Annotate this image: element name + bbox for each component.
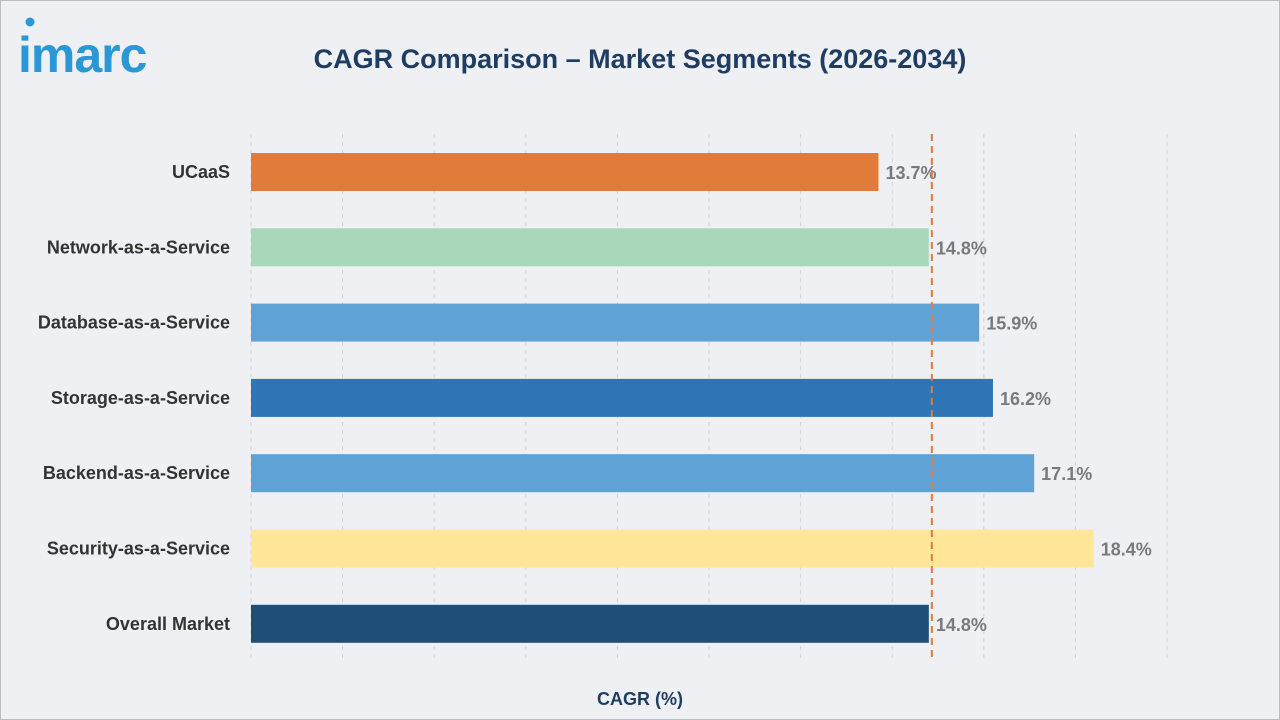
- bar: [251, 454, 1035, 493]
- bar: [251, 303, 980, 342]
- x-axis-title: CAGR (%): [597, 689, 683, 709]
- bar: [251, 604, 929, 643]
- data-label: 16.2%: [1000, 389, 1051, 409]
- data-label: 14.8%: [936, 238, 987, 258]
- category-label: UCaaS: [172, 162, 230, 182]
- data-label: 14.8%: [936, 615, 987, 635]
- category-label: Security-as-a-Service: [47, 539, 230, 559]
- chart-title: CAGR Comparison – Market Segments (2026-…: [0, 44, 1280, 75]
- category-label: Storage-as-a-Service: [51, 388, 230, 408]
- bar: [251, 153, 879, 191]
- data-label: 15.9%: [986, 314, 1037, 334]
- imarc-logo: imarc: [20, 17, 148, 83]
- data-label: 18.4%: [1101, 540, 1152, 560]
- category-label: Network-as-a-Service: [47, 237, 230, 257]
- data-label: 17.1%: [1041, 464, 1092, 484]
- bar: [251, 378, 993, 417]
- chart-title-text: CAGR Comparison – Market Segments (2026-…: [313, 44, 967, 74]
- bar: [251, 529, 1094, 568]
- data-label: 13.7%: [885, 163, 936, 183]
- logo-text: imarc: [20, 27, 147, 83]
- bar: [251, 228, 929, 267]
- category-label: Overall Market: [106, 614, 230, 634]
- category-label: Database-as-a-Service: [38, 313, 230, 333]
- logo-dot: [25, 17, 35, 27]
- category-label: Backend-as-a-Service: [43, 463, 230, 483]
